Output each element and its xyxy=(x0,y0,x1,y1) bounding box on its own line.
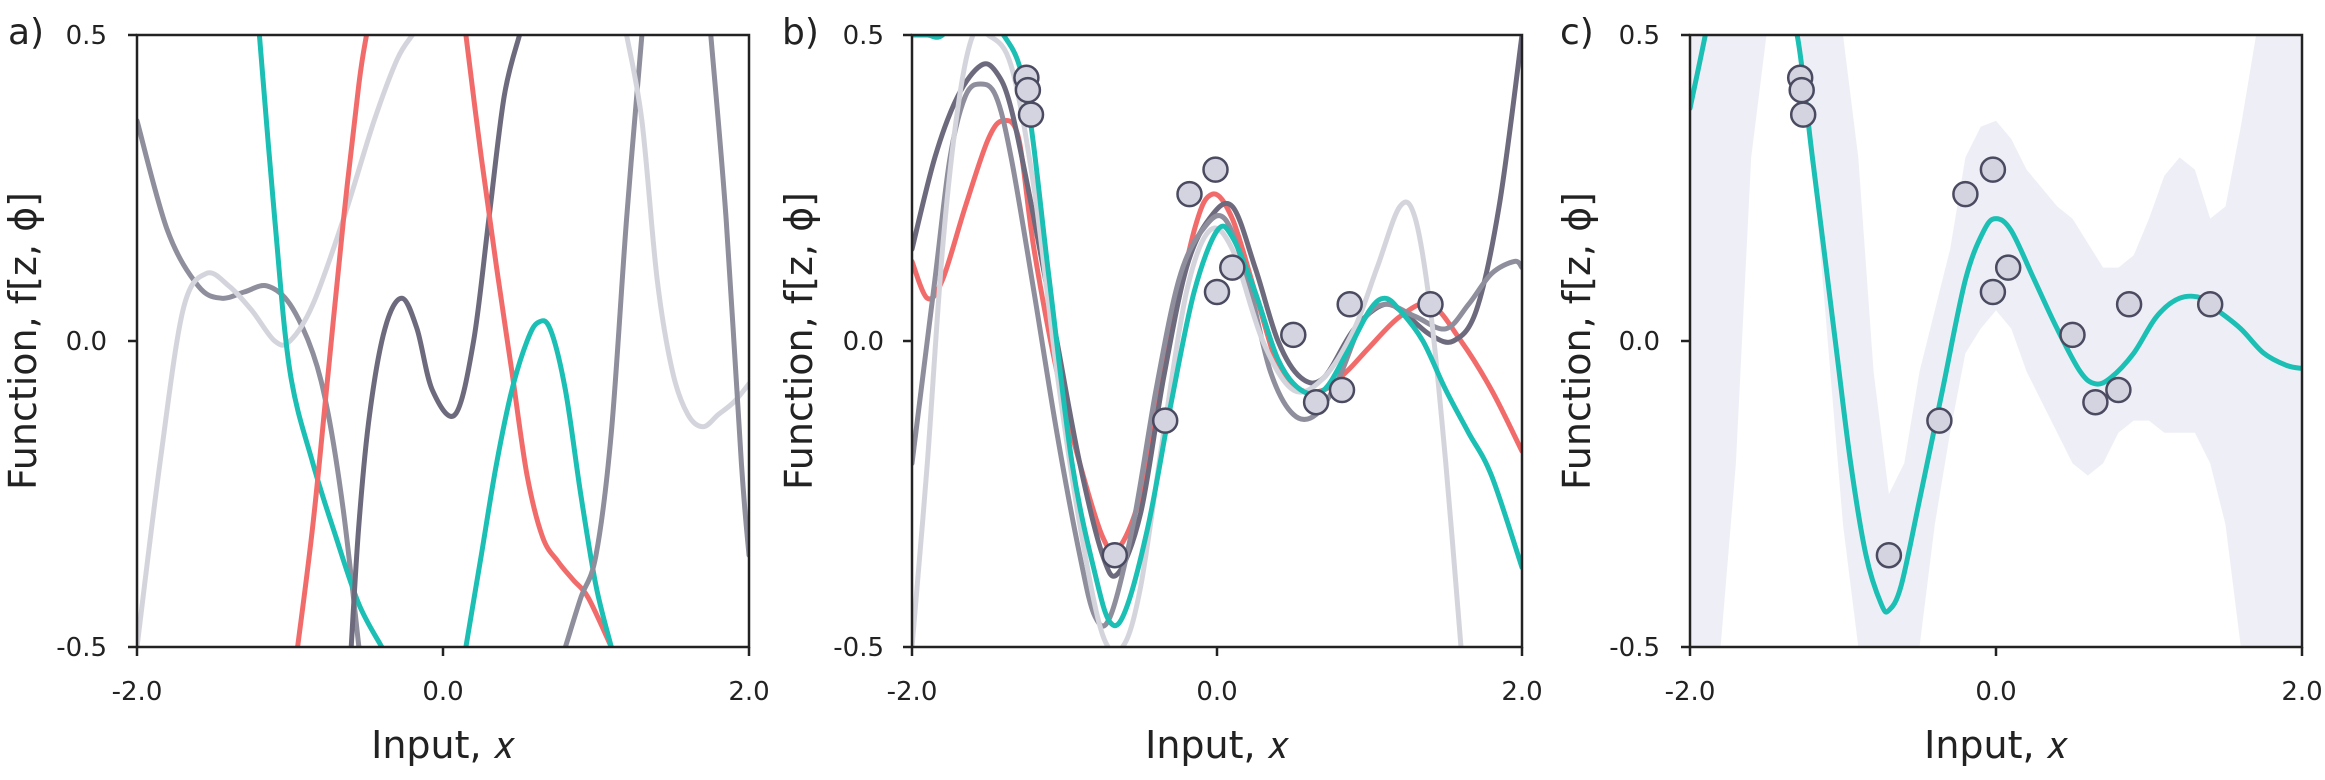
y-axis-label: Function, f[z, ϕ] xyxy=(1555,192,1599,490)
data-point xyxy=(1979,278,2007,306)
panel-b: b) 0.5 0.0 -0.5 -2.0 0.0 2.0 Input, 𝑥 Fu… xyxy=(777,12,1543,767)
function-curve xyxy=(137,118,362,647)
y-tick-label: 0.0 xyxy=(66,327,107,357)
data-point xyxy=(2196,291,2224,318)
data-point xyxy=(2082,388,2109,416)
function-curve xyxy=(295,35,369,647)
data-point xyxy=(1994,254,2022,281)
uncertainty-band xyxy=(1690,35,2302,647)
panel-a: a) 0.5 0.0 -0.5 -2.0 0.0 2.0 Input, 𝑥 Fu… xyxy=(1,12,770,767)
data-point xyxy=(1336,291,1363,318)
panel-c: c) 0.5 0.0 -0.5 -2.0 0.0 2.0 Input, 𝑥 Fu… xyxy=(1555,12,2323,767)
data-point xyxy=(1328,376,1356,404)
function-curve xyxy=(708,35,749,558)
data-point xyxy=(1014,76,1042,104)
panel-label: b) xyxy=(782,12,819,53)
y-tick-label: -0.5 xyxy=(56,633,107,663)
data-point xyxy=(1202,156,1229,183)
function-curve xyxy=(463,318,614,647)
x-tick-label: -2.0 xyxy=(887,677,938,707)
y-axis-label: Function, f[z, ϕ] xyxy=(1,192,45,490)
x-axis-label: Input, 𝑥 xyxy=(1145,723,1290,767)
data-point xyxy=(1219,254,1246,281)
function-curve xyxy=(912,35,1522,579)
y-tick-label: 0.5 xyxy=(843,21,884,51)
data-point xyxy=(1788,76,1815,104)
y-tick-label: 0.0 xyxy=(1619,327,1660,357)
data-point xyxy=(1151,407,1179,434)
panel-label: a) xyxy=(8,12,44,53)
x-tick-label: -2.0 xyxy=(112,677,163,707)
data-point xyxy=(1176,180,1203,208)
x-axis-label: Input, 𝑥 xyxy=(371,723,516,767)
function-curve xyxy=(348,35,522,647)
x-tick-label: 2.0 xyxy=(1501,677,1542,707)
function-curve xyxy=(624,35,749,430)
data-point xyxy=(1875,541,1903,569)
function-curve xyxy=(562,35,645,647)
function-curve xyxy=(1690,35,2302,615)
y-tick-label: -0.5 xyxy=(1609,633,1660,663)
data-point xyxy=(1203,278,1231,306)
data-point xyxy=(2105,376,2132,404)
data-point xyxy=(1280,321,1307,349)
y-tick-label: 0.5 xyxy=(1619,21,1660,51)
data-point xyxy=(1302,388,1330,416)
data-point xyxy=(1789,101,1817,128)
data-point xyxy=(1101,541,1129,569)
y-tick-label: -0.5 xyxy=(833,633,884,663)
data-point xyxy=(1979,156,2007,183)
data-point xyxy=(1417,291,1444,318)
plot-frame xyxy=(135,33,751,649)
x-tick-label: 2.0 xyxy=(2281,677,2322,707)
y-axis-label: Function, f[z, ϕ] xyxy=(777,192,821,490)
data-point xyxy=(2115,291,2143,318)
x-axis-label: Input, 𝑥 xyxy=(1924,723,2069,767)
y-tick-label: 0.0 xyxy=(843,327,884,357)
x-tick-label: 0.0 xyxy=(422,677,463,707)
function-curve xyxy=(137,35,415,647)
y-tick-label: 0.5 xyxy=(66,21,107,51)
data-point xyxy=(1952,180,1979,208)
x-tick-label: 2.0 xyxy=(728,677,769,707)
x-tick-label: -2.0 xyxy=(1665,677,1716,707)
data-point xyxy=(2059,321,2086,349)
data-point xyxy=(1926,407,1953,434)
x-tick-label: 0.0 xyxy=(1196,677,1237,707)
data-point xyxy=(1017,101,1045,128)
function-curve xyxy=(912,35,1464,647)
x-tick-label: 0.0 xyxy=(1975,677,2016,707)
function-curve xyxy=(463,35,614,647)
panel-label: c) xyxy=(1560,12,1594,53)
